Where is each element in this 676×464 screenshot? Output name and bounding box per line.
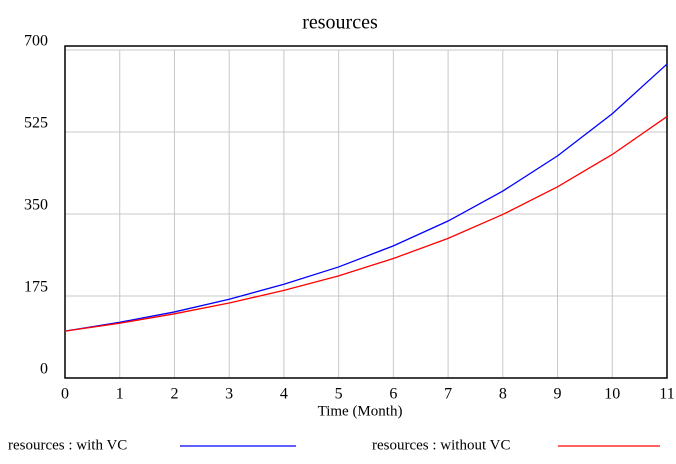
y-tick-label: 700 [24, 33, 48, 50]
series-line [65, 117, 667, 332]
x-axis-label: Time (Month) [318, 403, 403, 419]
x-tick-label: 7 [444, 386, 452, 403]
legend-label: resources : with VC [8, 437, 127, 453]
x-tick-label: 0 [61, 386, 69, 403]
x-tick-label: 2 [170, 386, 178, 403]
y-tick-label: 175 [24, 279, 48, 296]
plot-frame [65, 46, 667, 378]
x-tick-label: 4 [280, 386, 288, 403]
series-line [65, 64, 667, 331]
y-tick-label: 0 [40, 361, 48, 378]
y-tick-label: 525 [24, 115, 48, 132]
x-tick-label: 9 [554, 386, 562, 403]
chart: resources Time (Month) 0 175 350 525 700 0 1 2 3… [0, 0, 676, 459]
x-tick-label: 11 [659, 386, 674, 403]
x-tick-label: 10 [604, 386, 620, 403]
legend-label: resources : without VC [372, 437, 510, 453]
x-tick-label: 5 [335, 386, 343, 403]
x-tick-label: 1 [116, 386, 124, 403]
x-tick-label: 8 [499, 386, 507, 403]
chart-title: resources [302, 12, 378, 34]
x-tick-label: 6 [389, 386, 397, 403]
x-tick-label: 3 [225, 386, 233, 403]
y-tick-label: 350 [24, 197, 48, 214]
